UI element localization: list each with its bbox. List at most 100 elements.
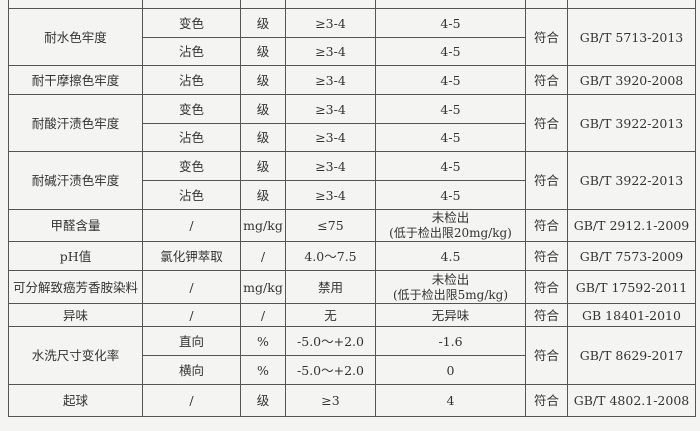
unit-text: mg/kg: [243, 279, 283, 295]
test-item-text: 起球: [62, 393, 88, 408]
verdict-text: 符合: [533, 218, 559, 233]
requirement-text: ≤75: [317, 218, 344, 233]
condition: 沾色: [142, 65, 241, 95]
test-item-text: 耐碱汗渍色牢度: [31, 173, 120, 188]
test-item-text: 可分解致癌芳香胺染料: [12, 279, 138, 295]
table-row: 起球 / 级 ≥3 4 符合 GB/T 4802.1-2008: [8, 384, 696, 417]
requirement-text: ≥3-4: [315, 15, 346, 31]
test-method-text: GB/T 7573-2009: [579, 248, 684, 264]
verdict: 符合: [525, 270, 568, 304]
table-row: 沾色 级 ≥3-4 4-5: [9, 123, 696, 152]
requirement: ≥3-4: [285, 65, 376, 95]
verdict: 符合: [525, 8, 568, 66]
result: 无异味: [375, 303, 526, 327]
unit-text: 级: [256, 130, 270, 145]
verdict-text: 符合: [533, 248, 559, 264]
result-text: 4-5: [440, 187, 461, 203]
verdict: 符合: [525, 94, 568, 152]
result: 4-5: [375, 37, 526, 66]
requirement-text: ≥3-4: [315, 44, 346, 59]
requirement: 4.0～7.5: [285, 241, 376, 271]
verdict-text: 符合: [533, 173, 559, 188]
test-item-text: 耐干摩擦色牢度: [31, 72, 120, 88]
requirement-text: 禁用: [317, 279, 343, 295]
condition: 沾色: [142, 37, 241, 66]
unit: 级: [240, 94, 286, 124]
test-item-text: 水洗尺寸变化率: [31, 348, 120, 363]
result-text: -1.6: [438, 333, 463, 349]
verdict: 符合: [525, 209, 568, 242]
verdict: 符合: [525, 65, 568, 95]
requirement-text: ≥3-4: [315, 101, 346, 117]
test-method: GB/T 3922-2013: [567, 94, 696, 152]
test-item: pH值: [8, 241, 143, 271]
test-method: GB/T 4802.1-2008: [567, 384, 696, 417]
condition-text: 沾色: [178, 72, 204, 88]
test-method: GB/T 3920-2008: [567, 65, 696, 95]
requirement-text: ≥3-4: [315, 187, 346, 203]
requirement-text: -5.0～+2.0: [297, 333, 364, 349]
verdict: 符合: [525, 384, 568, 417]
test-method: GB/T 5713-2013: [567, 8, 696, 66]
condition: /: [142, 303, 241, 327]
unit-text: 级: [256, 15, 270, 31]
verdict: 符合: [525, 241, 568, 271]
test-method: GB/T 2912.1-2009: [567, 209, 696, 242]
requirement: -5.0～+2.0: [285, 326, 376, 356]
result-text: 4-5: [440, 44, 461, 59]
requirement-text: 无: [324, 307, 337, 323]
unit-text: /: [260, 307, 266, 323]
requirement: ≥3-4: [285, 37, 376, 66]
requirement: ≤75: [285, 209, 376, 242]
test-item-text: 耐酸汗渍色牢度: [31, 115, 120, 131]
condition-text: 直向: [178, 333, 204, 349]
test-method: GB/T 7573-2009: [567, 241, 696, 271]
verdict: 符合: [525, 303, 568, 327]
requirement: ≥3-4: [285, 151, 376, 181]
test-method-text: GB/T 2912.1-2009: [573, 218, 690, 233]
result: 0: [375, 355, 526, 385]
requirement: -5.0～+2.0: [285, 355, 376, 385]
table-row: 耐水色牢度 变色级 ≥3-4 4-5 符合 GB/T 5713-2013: [8, 8, 696, 66]
condition-text: 氯化钾萃取: [160, 248, 223, 264]
test-method-text: GB/T 3922-2013: [579, 115, 684, 131]
result-text: 未检出: [431, 271, 470, 287]
unit: mg/kg: [240, 270, 286, 304]
condition-text: /: [189, 218, 194, 233]
verdict-text: 符合: [533, 72, 559, 88]
test-method: GB/T 8629-2017: [567, 326, 696, 385]
unit-text: 级: [256, 44, 270, 59]
requirement-text: 4.0～7.5: [304, 248, 357, 264]
test-method-text: GB/T 4802.1-2008: [573, 393, 690, 408]
requirement-text: -5.0～+2.0: [297, 362, 364, 378]
condition: 沾色: [142, 180, 241, 210]
table-row: 耐干摩擦色牢度 沾色 级 ≥3-4 4-5 符合 GB/T 3920-2008: [8, 65, 696, 95]
test-method-text: GB/T 8629-2017: [579, 348, 684, 363]
result-text: 未检出: [431, 210, 470, 225]
condition-text: /: [189, 279, 194, 295]
condition: 变色: [142, 8, 241, 38]
test-method-text: GB/T 17592-2011: [575, 279, 688, 295]
test-item-text: 耐水色牢度: [44, 29, 107, 45]
test-method: GB/T 3922-2013: [567, 151, 696, 210]
result-note: (低于检出限5mg/kg): [392, 287, 509, 302]
test-item-text: 异味: [62, 307, 88, 323]
result: 4-5: [375, 180, 526, 210]
test-item: 甲醛含量: [8, 209, 143, 242]
requirement: 无: [285, 303, 376, 327]
requirement: ≥3-4: [285, 123, 376, 152]
test-method: GB 18401-2010: [567, 303, 696, 327]
result: 4-5: [375, 151, 526, 181]
result: 4-5: [375, 123, 526, 152]
condition-text: 变色: [178, 158, 204, 174]
unit-text: 级: [256, 158, 270, 174]
requirement-text: ≥3: [321, 393, 340, 408]
unit: /: [240, 241, 286, 271]
unit: 级: [240, 151, 286, 181]
unit: %: [240, 326, 286, 356]
condition-text: 变色: [178, 101, 204, 117]
result-note: (低于检出限20mg/kg): [389, 226, 512, 240]
unit: 级: [240, 123, 286, 152]
condition-text: 沾色: [178, 130, 204, 145]
requirement-text: ≥3-4: [315, 72, 346, 88]
